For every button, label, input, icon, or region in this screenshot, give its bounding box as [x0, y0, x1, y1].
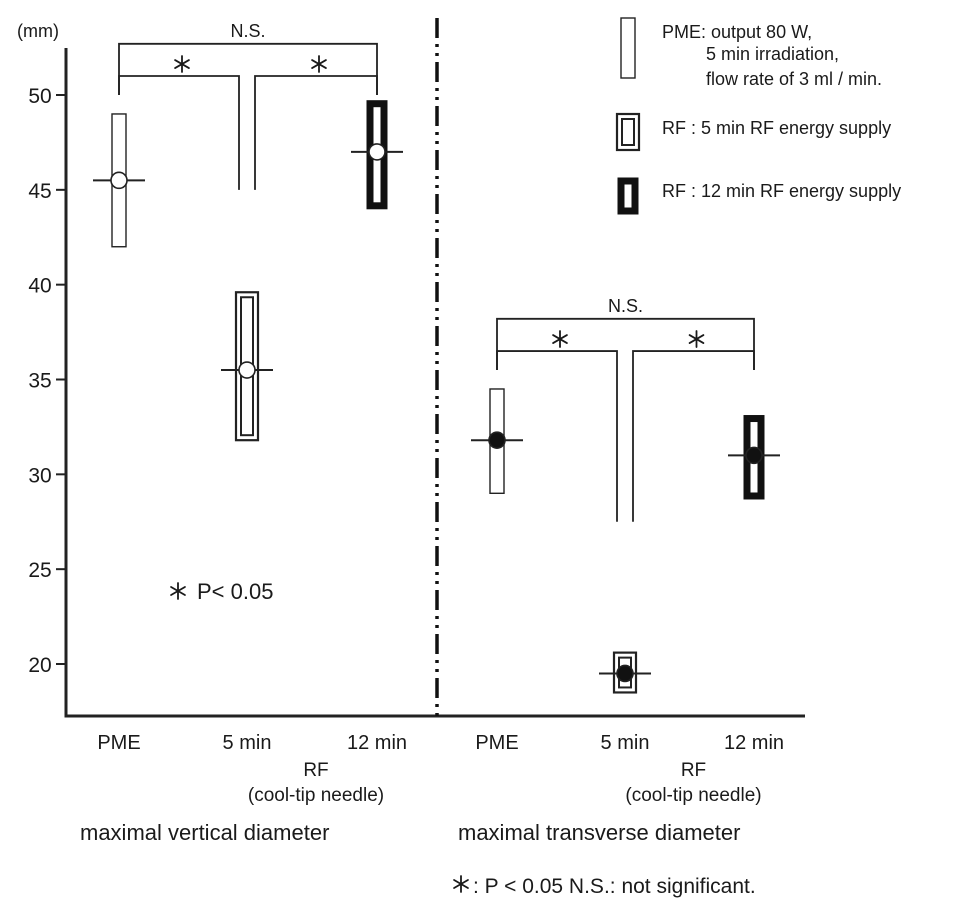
group-1-right-sig-label: *: [313, 48, 325, 81]
p-note: P< 0.05: [197, 579, 273, 604]
footnote-star-stroke: [453, 879, 469, 889]
group-1-category-label: 12 min: [347, 732, 407, 754]
group-2-left-sig-label: *: [554, 323, 566, 356]
legend-icon-double-inner-box: [621, 118, 635, 146]
group-1-pme-median-marker: [110, 171, 128, 190]
axis-layer: [56, 18, 805, 718]
group-1-left-sig-label: *: [176, 48, 188, 81]
group-1-left-star-stroke: [174, 59, 190, 69]
group-2-outer-sig-label: N.S.: [608, 296, 643, 316]
legend-text-plain: flow rate of 3 ml / min.: [706, 69, 882, 89]
group-1-rf-sublabel: (cool-tip needle): [248, 785, 384, 806]
legend-icon-plain-box: [620, 17, 636, 79]
group-2-right-sig-label: *: [691, 323, 703, 356]
legend-icon-plain: [620, 17, 636, 79]
group-1-category-label: PME: [97, 732, 140, 754]
legend-text-plain: PME: output 80 W,: [662, 22, 812, 42]
group-2-5-min-median-marker: [616, 664, 634, 683]
y-tick-label-30: 30: [28, 464, 51, 487]
group-1-title: maximal vertical diameter: [80, 820, 329, 845]
group-2-category-label: 5 min: [601, 732, 650, 754]
group-1-12-min-median-marker: [368, 143, 386, 161]
group-1-right-star-stroke: [311, 59, 327, 69]
legend-icon-double: [615, 112, 641, 152]
group-2-left-star-stroke: [552, 334, 568, 344]
group-2-pme-median-marker: [488, 431, 506, 449]
group-2-left-bracket: [496, 350, 618, 522]
group-2-left-star: [552, 330, 568, 348]
group-1-right-star: [311, 55, 327, 73]
group-1-left-star: [174, 55, 190, 73]
legend-icon-bold: [617, 177, 639, 215]
group-2-12-min-median-marker: [745, 446, 763, 465]
group-2-right-star-stroke: [688, 334, 705, 344]
y-tick-label-25: 25: [28, 559, 51, 582]
group-2-outer-bracket: [496, 317, 755, 371]
legend: PME: output 80 W,5 min irradiation, flow …: [615, 17, 901, 215]
y-tick-label-20: 20: [28, 654, 51, 677]
marks-layer: [93, 100, 780, 694]
legend-text-bold: RF : 12 min RF energy supply: [662, 181, 901, 201]
group-2-right-bracket: [632, 350, 755, 522]
legend-icon-bold-box: [617, 177, 639, 215]
legend-text-plain: 5 min irradiation,: [706, 44, 839, 64]
group-1-rf-label: RF: [303, 760, 328, 781]
group-2-right-star: [688, 330, 705, 348]
text-layer: (mm) 20 25 30 35 40 45 50 PME 5 min 12 min RF (cool-…: [17, 21, 784, 898]
group-1-right-bracket: [254, 75, 378, 190]
group-2-title: maximal transverse diameter: [458, 820, 740, 845]
group-1-left-bracket: [118, 75, 240, 190]
significance-layer: [118, 42, 755, 893]
p-note-star-stroke: [170, 586, 186, 596]
y-tick-label-45: 45: [28, 180, 51, 203]
group-1-outer-sig-label: N.S.: [230, 21, 265, 41]
legend-text-double: RF : 5 min RF energy supply: [662, 118, 891, 138]
group-1-category-label: 5 min: [223, 732, 272, 754]
y-tick-label-40: 40: [28, 275, 51, 298]
footnote: : P < 0.05 N.S.: not significant.: [473, 875, 756, 898]
group-1-outer-bracket: [118, 42, 378, 95]
y-axis-unit: (mm): [17, 21, 59, 41]
group-2-category-label: PME: [475, 732, 518, 754]
group-2-rf-label: RF: [681, 760, 706, 781]
y-tick-label-35: 35: [28, 370, 51, 393]
footnote-star: [453, 875, 469, 893]
group-2-category-label: 12 min: [724, 732, 784, 754]
group-1-5-min-median-marker: [238, 361, 256, 379]
y-tick-label-50: 50: [28, 85, 51, 108]
group-2-rf-sublabel: (cool-tip needle): [625, 785, 761, 806]
p-note-star: [170, 582, 186, 600]
